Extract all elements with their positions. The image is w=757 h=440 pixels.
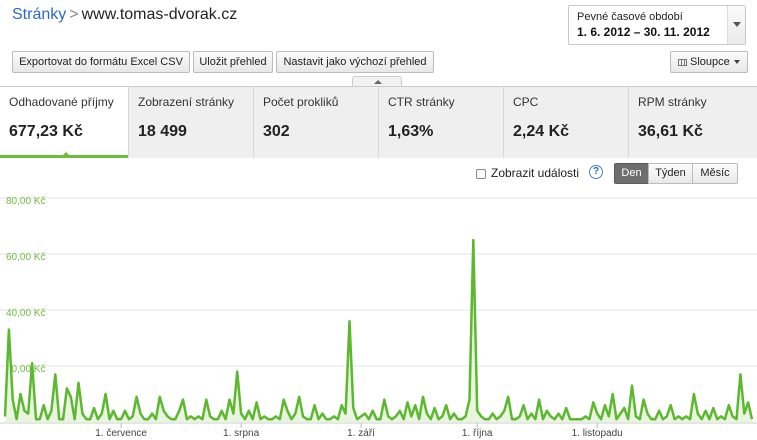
columns-icon <box>678 58 687 66</box>
metric-page-views[interactable]: Zobrazení stránky 18 499 <box>128 87 253 158</box>
show-events-checkbox[interactable] <box>476 169 486 179</box>
date-range-value: 1. 6. 2012 – 30. 11. 2012 <box>577 25 710 39</box>
metric-value: 18 499 <box>138 123 187 140</box>
series-area <box>5 240 752 422</box>
metric-value: 36,61 Kč <box>638 123 703 140</box>
collapse-toggle[interactable] <box>352 76 402 86</box>
y-tick-label: 60,00 Kč <box>6 252 45 263</box>
breadcrumb-current-site: www.tomas-dvorak.cz <box>81 6 238 23</box>
metric-cpc[interactable]: CPC 2,24 Kč <box>503 87 628 158</box>
metric-page-rpm[interactable]: RPM stránky 36,61 Kč <box>628 87 757 158</box>
y-tick-label: 40,00 Kč <box>6 308 45 319</box>
metric-label: Zobrazení stránky <box>138 95 235 109</box>
show-events-label[interactable]: Zobrazit události <box>491 166 580 180</box>
metric-label: CPC <box>513 95 539 109</box>
granularity-month-button[interactable]: Měsíc <box>692 163 738 184</box>
chevron-down-icon[interactable] <box>727 6 745 44</box>
metric-estimated-earnings[interactable]: Odhadované příjmy 677,23 Kč <box>0 87 128 158</box>
help-icon[interactable]: ? <box>589 165 603 179</box>
breadcrumb: Stránky > www.tomas-dvorak.cz <box>12 6 237 24</box>
set-default-report-button[interactable]: Nastavit jako výchozí přehled <box>276 51 434 73</box>
metric-page-ctr[interactable]: CTR stránky 1,63% <box>378 87 503 158</box>
export-csv-button[interactable]: Exportovat do formátu Excel CSV <box>12 51 190 73</box>
y-tick-label: 80,00 Kč <box>6 196 45 207</box>
active-metric-pointer <box>60 152 72 158</box>
toolbar: Exportovat do formátu Excel CSV Uložit p… <box>0 50 757 76</box>
metrics-bar: Odhadované příjmy 677,23 Kč Zobrazení st… <box>0 86 757 158</box>
series-line <box>3 238 754 421</box>
metric-label: Počet prokliků <box>263 95 339 109</box>
metric-value: 1,63% <box>388 123 434 140</box>
save-report-button[interactable]: Uložit přehled <box>193 51 273 73</box>
x-tick-label: 1. září <box>347 428 375 439</box>
columns-button[interactable]: Sloupce <box>670 51 748 73</box>
metric-value: 302 <box>263 123 290 140</box>
metric-value: 2,24 Kč <box>513 123 570 140</box>
header: Stránky > www.tomas-dvorak.cz Pevné časové… <box>0 0 757 50</box>
metric-label: CTR stránky <box>388 95 455 109</box>
earnings-chart: 80,00 Kč 60,00 Kč 40,00 Kč 20,00 Kč 1. červe… <box>0 190 757 440</box>
metric-label: RPM stránky <box>638 95 707 109</box>
granularity-week-button[interactable]: Týden <box>648 163 693 184</box>
x-tick-label: 1. listopadu <box>572 428 623 439</box>
x-tick-label: 1. října <box>462 428 493 439</box>
breadcrumb-separator: > <box>69 6 79 23</box>
y-tick-label: 20,00 Kč <box>6 364 45 375</box>
metric-value: 677,23 Kč <box>9 123 83 140</box>
chart-controls: Zobrazit události ? Den Týden Měsíc <box>0 160 757 190</box>
columns-button-label: Sloupce <box>690 56 730 68</box>
metric-label: Odhadované příjmy <box>9 95 114 109</box>
caret-down-icon <box>733 60 740 65</box>
x-tick-label: 1. srpna <box>223 428 260 439</box>
x-tick-label: 1. července <box>95 428 147 439</box>
date-range-picker[interactable]: Pevné časové období 1. 6. 2012 – 30. 11.… <box>568 5 746 45</box>
breadcrumb-link-pages[interactable]: Stránky <box>12 6 67 23</box>
earnings-chart-svg: 80,00 Kč 60,00 Kč 40,00 Kč 20,00 Kč 1. červe… <box>0 196 757 439</box>
metric-clicks[interactable]: Počet prokliků 302 <box>253 87 378 158</box>
granularity-day-button[interactable]: Den <box>614 163 649 184</box>
date-range-label: Pevné časové období <box>577 11 683 23</box>
